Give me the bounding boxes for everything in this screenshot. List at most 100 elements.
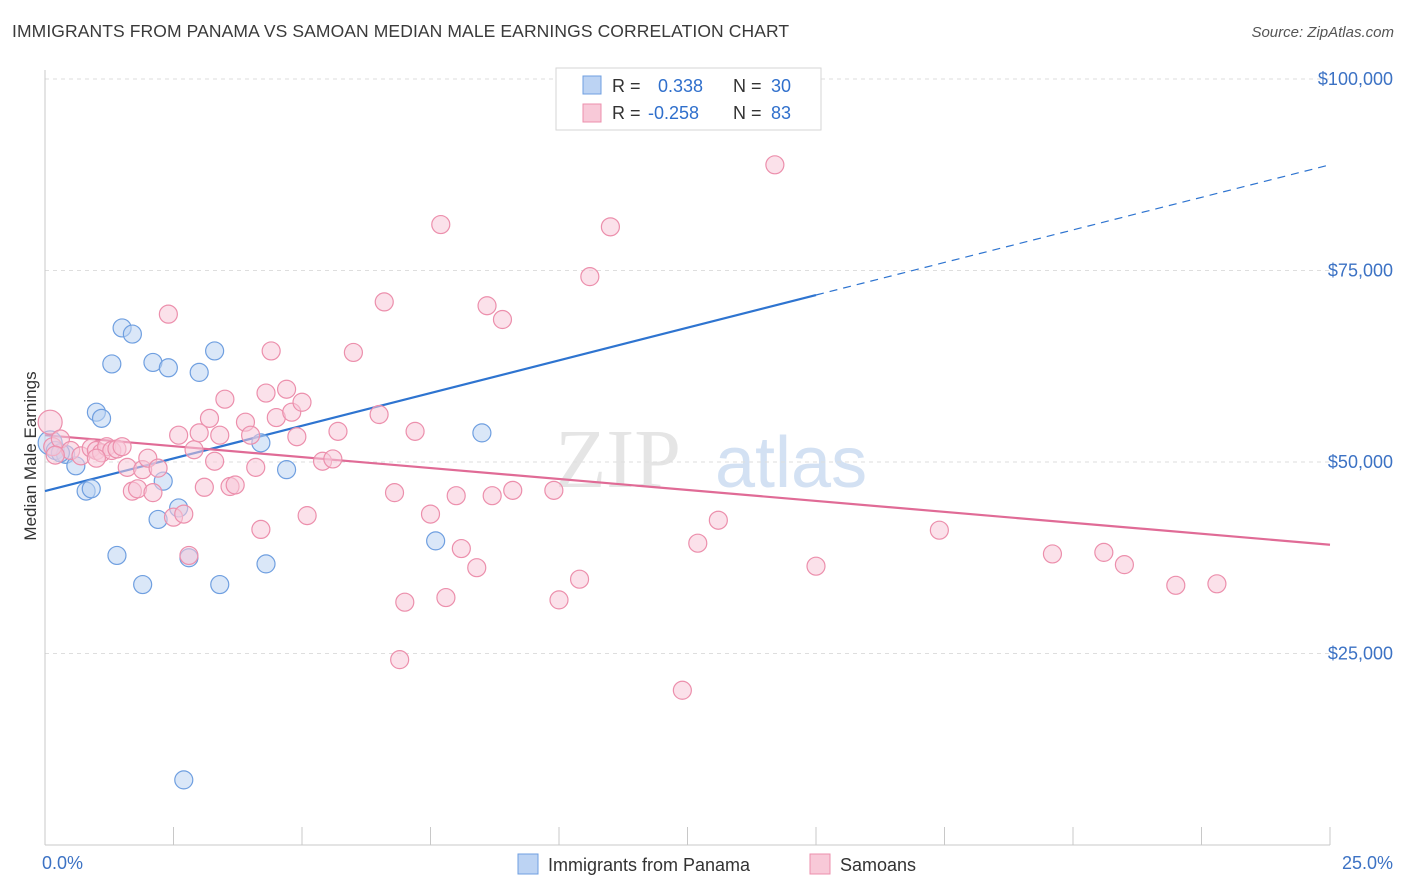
samoan-point [287,427,307,447]
samoan-point [395,592,415,612]
panama-point [174,770,194,790]
y-tick-labels: $25,000 $50,000 $75,000 $100,000 [1318,69,1393,664]
samoan-point [189,423,209,443]
panama-point [133,574,153,595]
panama-point [426,531,446,551]
series-swatch-panama [517,853,539,875]
samoan-point [708,510,728,530]
samoan-point [1094,542,1114,562]
samoan-point [405,421,425,441]
samoan-point [549,590,569,610]
samoan-point [45,445,65,465]
panama-point [210,574,230,595]
series-name-panama: Immigrants from Panama [548,855,751,875]
watermark-zip: ZIP [555,413,681,506]
data-points [37,96,1227,790]
samoan-point [241,425,261,445]
samoan-point [261,341,281,361]
legend-n-value: 83 [771,103,791,123]
series-name-samoans: Samoans [840,855,916,875]
y-tick-label: $50,000 [1328,452,1393,472]
samoan-point [436,587,456,608]
samoan-point [328,421,348,441]
panama-point [276,460,297,480]
legend-n-value: 30 [771,76,791,96]
chart-title: IMMIGRANTS FROM PANAMA VS SAMOAN MEDIAN … [12,21,790,41]
samoan-point [503,480,523,500]
legend-r-label: R = [612,103,641,123]
samoan-point [765,155,785,175]
panama-point [205,341,225,361]
legend-r-value: 0.338 [658,76,703,96]
samoan-point [251,519,271,540]
samoan-point [1114,555,1135,575]
legend-r-value: -0.258 [648,103,699,123]
axes [44,70,1331,846]
y-tick-label: $75,000 [1328,261,1393,281]
trend-lines [44,164,1331,546]
source-label: Source: ZipAtlas.com [1251,24,1394,41]
samoan-point [544,480,564,500]
y-tick-label: $100,000 [1318,69,1393,89]
samoan-point [492,309,513,330]
watermark-atlas: atlas [715,423,867,503]
samoan-point [169,425,189,445]
samoan-point [148,458,168,478]
legend-swatch-samoans [582,103,602,123]
samoan-point [451,538,471,559]
panama-point [102,354,122,374]
samoan-point [580,267,600,287]
samoan-point [600,217,621,237]
samoan-point [477,296,497,316]
samoan-point [199,408,220,428]
samoan-point [292,392,312,412]
legend-swatch-panama [582,75,602,95]
samoan-point [369,404,389,425]
panama-point [122,324,142,344]
grid-lines [45,78,1330,654]
samoan-point [446,486,466,506]
samoan-point [1166,575,1186,595]
panama-point [472,423,492,443]
samoan-point [174,504,194,524]
panama-point [81,479,101,499]
samoan-point [246,457,266,477]
panama-point [158,358,178,378]
samoan-point [86,448,107,468]
samoan-point [420,504,441,524]
samoan-point [215,389,235,409]
samoan-point [688,533,708,553]
samoan-trend-line [44,434,1331,546]
series-legend: Immigrants from Panama Samoans [517,853,916,875]
samoan-point [431,214,451,235]
y-axis-label: Median Male Earnings [21,371,40,540]
legend-r-label: R = [612,76,641,96]
samoan-point [323,449,343,469]
samoan-point [569,569,590,589]
samoan-point [390,650,410,670]
samoan-point [929,520,949,540]
samoan-point [112,437,132,457]
samoan-point [143,483,163,503]
samoan-point [225,475,245,495]
panama-point [91,408,112,428]
x-tick-label: 25.0% [1342,853,1393,873]
panama-point [189,362,209,382]
samoan-point [256,383,276,403]
samoan-point [672,680,692,700]
x-tick-labels: 0.0% 25.0% [42,853,1393,873]
samoan-point [806,556,826,576]
samoan-point [184,440,204,460]
panama-point [107,545,127,566]
samoan-point [297,506,317,526]
samoan-point [210,425,230,445]
samoan-point [343,342,363,363]
samoan-point [205,451,225,471]
panama-trend-line [44,293,817,493]
legend-n-label: N = [733,76,762,96]
series-swatch-samoans [809,853,831,875]
panama-point [256,554,276,574]
samoan-point [158,304,178,324]
samoan-point [37,409,63,435]
